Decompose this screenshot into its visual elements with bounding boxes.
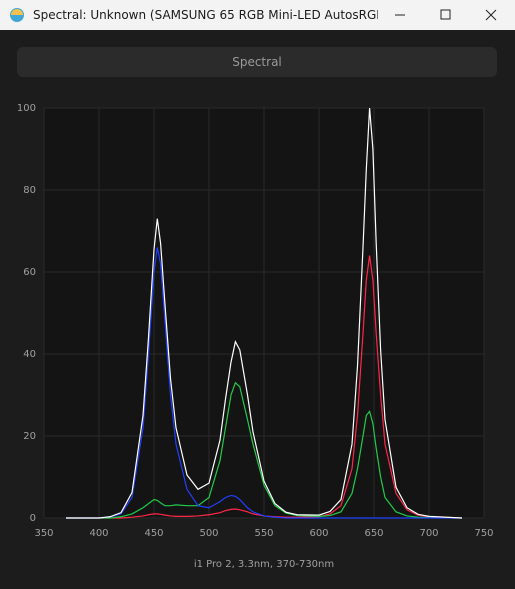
x-tick-label: 600 — [309, 528, 328, 539]
x-tick-label: 550 — [254, 528, 273, 539]
series-line — [66, 247, 462, 519]
y-tick-label: 100 — [17, 103, 36, 114]
y-tick-label: 60 — [23, 267, 36, 278]
x-tick-label: 500 — [199, 528, 218, 539]
x-tick-label: 650 — [364, 528, 383, 539]
series-line — [66, 381, 463, 519]
window-title: Spectral: Unknown (SAMSUNG 65 RGB Mini-L… — [33, 8, 378, 22]
title-bar: Spectral: Unknown (SAMSUNG 65 RGB Mini-L… — [0, 0, 515, 30]
chart: i1 Pro 2, 3.3nm, 370-730nm 0 20 40 60 80 100 3… — [17, 103, 494, 570]
app-icon-part — [11, 9, 23, 15]
maximize-button[interactable] — [440, 9, 451, 20]
title-bar-icons — [10, 8, 497, 22]
x-tick-label: 450 — [144, 528, 163, 539]
y-tick-label: 40 — [23, 349, 36, 360]
y-tick-label: 0 — [30, 513, 36, 524]
x-axis-label: i1 Pro 2, 3.3nm, 370-730nm — [194, 559, 334, 570]
series-line — [66, 107, 463, 519]
x-tick-label: 400 — [89, 528, 108, 539]
x-tick-label: 750 — [474, 528, 493, 539]
y-tick-label: 80 — [23, 185, 36, 196]
close-button[interactable] — [485, 9, 497, 21]
y-tick-label: 20 — [23, 431, 36, 442]
x-tick-label: 700 — [419, 528, 438, 539]
x-tick-label: 350 — [34, 528, 53, 539]
series-line — [66, 255, 463, 519]
spectral-button[interactable]: Spectral — [17, 47, 497, 77]
